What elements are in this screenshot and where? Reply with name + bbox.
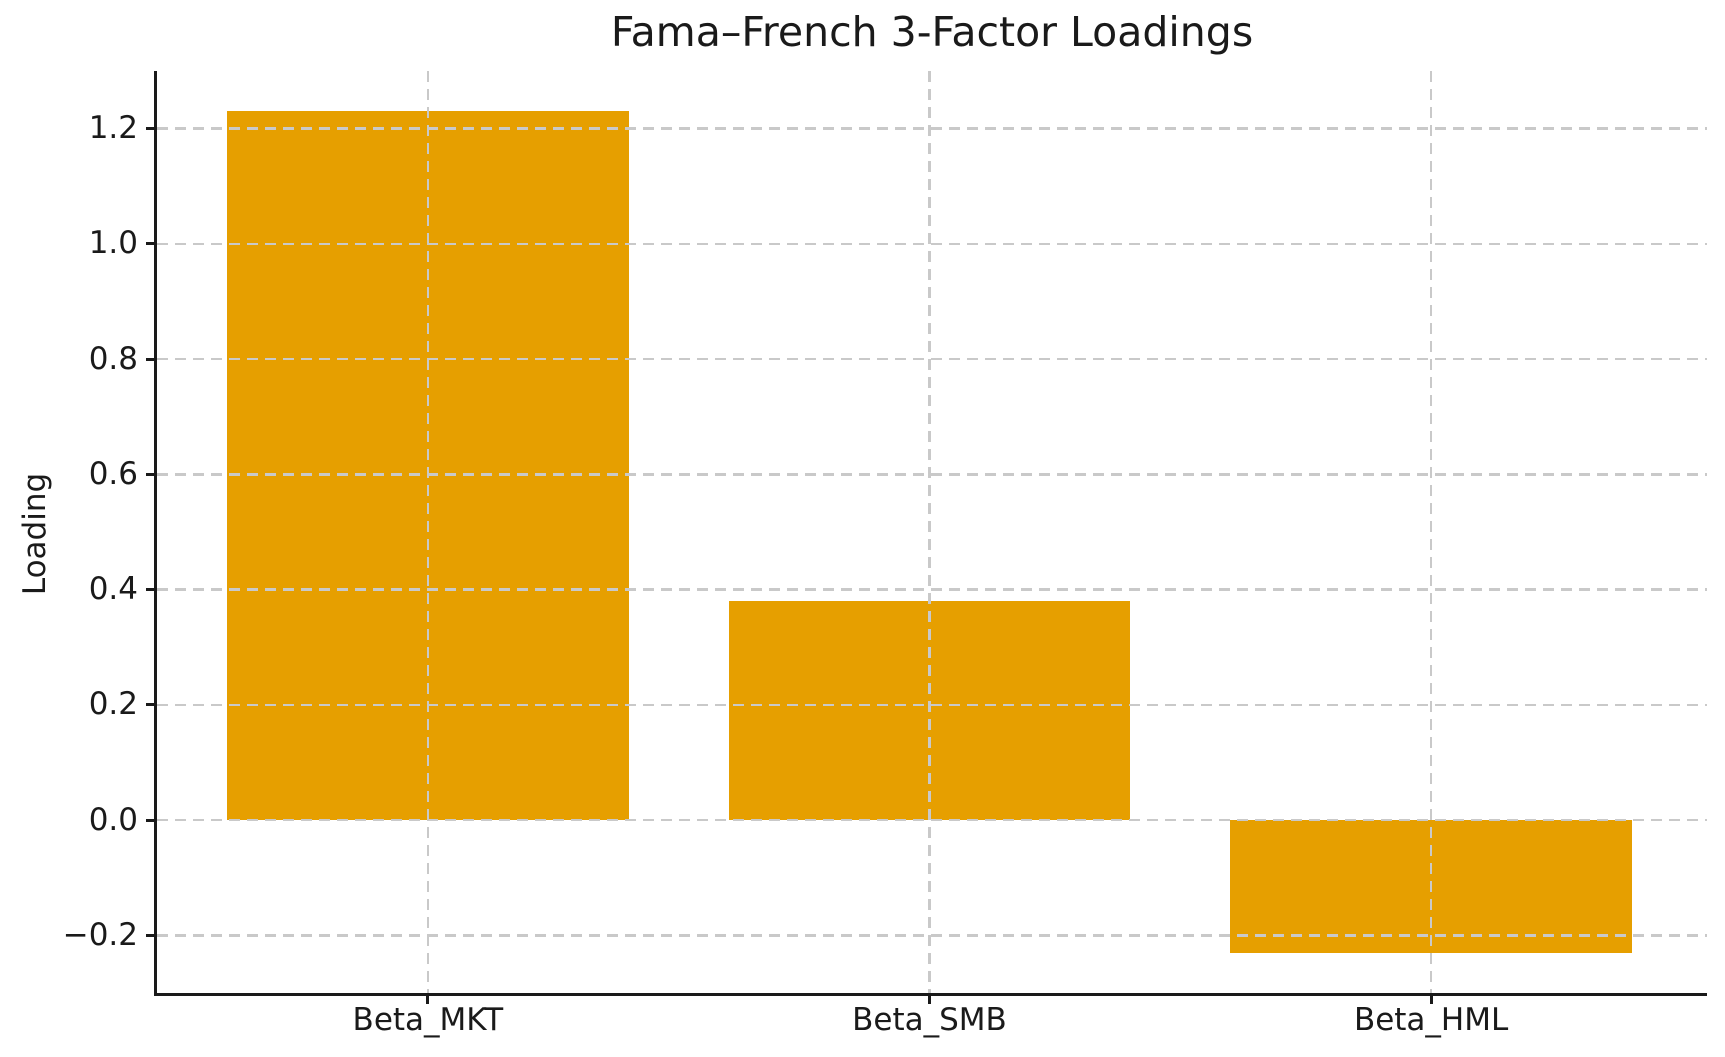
h-gridline [157,818,1707,822]
y-tick-mark [146,703,155,707]
h-gridline [157,242,1707,246]
h-gridline [157,473,1707,476]
x-tick-label: Beta_MKT [352,1002,504,1038]
chart-title: Fama–French 3-Factor Loadings [610,8,1254,56]
x-tick-mark [426,995,430,1004]
h-gridline [157,588,1707,591]
y-tick-mark [146,818,155,822]
h-gridline [157,127,1707,130]
y-tick-label: 1.2 [88,110,138,147]
y-axis-spine [154,71,157,996]
y-tick-label: 0.4 [88,571,138,608]
y-tick-mark [146,933,155,937]
y-tick-label: 0.2 [88,686,138,723]
y-tick-mark [146,472,155,476]
x-tick-label: Beta_HML [1353,1002,1509,1038]
x-tick-mark [1429,995,1433,1004]
y-axis-label: Loading [17,472,53,596]
y-tick-label: 0.8 [88,340,138,377]
x-axis-spine [154,993,1707,996]
y-tick-label: 0.6 [88,455,138,492]
v-gridline [426,71,430,993]
y-tick-mark [146,127,155,131]
x-tick-label: Beta_SMB [852,1002,1007,1038]
y-tick-label: −0.2 [62,916,138,953]
h-gridline [157,357,1707,361]
v-gridline [928,71,931,993]
y-tick-label: 1.0 [88,225,138,262]
y-tick-mark [146,242,155,246]
x-tick-mark [927,995,931,1004]
y-tick-mark [146,357,155,361]
plot-area [157,71,1707,993]
h-gridline [157,703,1707,707]
y-tick-label: 0.0 [88,801,138,838]
v-gridline [1429,71,1433,993]
h-gridline [157,934,1707,937]
y-tick-mark [146,588,155,592]
